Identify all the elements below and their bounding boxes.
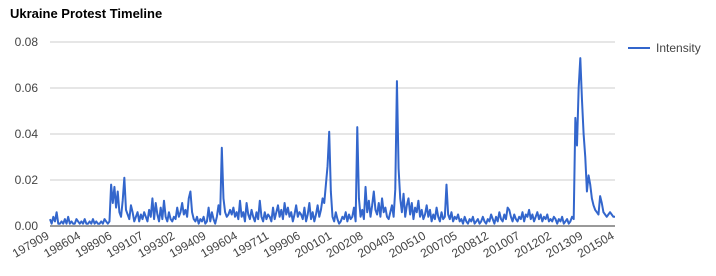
y-tick-label: 0.04 [15, 127, 39, 141]
y-tick-label: 0.00 [15, 219, 39, 233]
chart-title: Ukraine Protest Timeline [10, 6, 162, 21]
series-line [49, 57, 615, 225]
legend-label: Intensity [656, 41, 701, 55]
y-tick-label: 0.08 [15, 35, 39, 49]
x-tick-label: 201504 [575, 228, 617, 260]
y-tick-label: 0.02 [15, 173, 39, 187]
y-tick-label: 0.06 [15, 81, 39, 95]
